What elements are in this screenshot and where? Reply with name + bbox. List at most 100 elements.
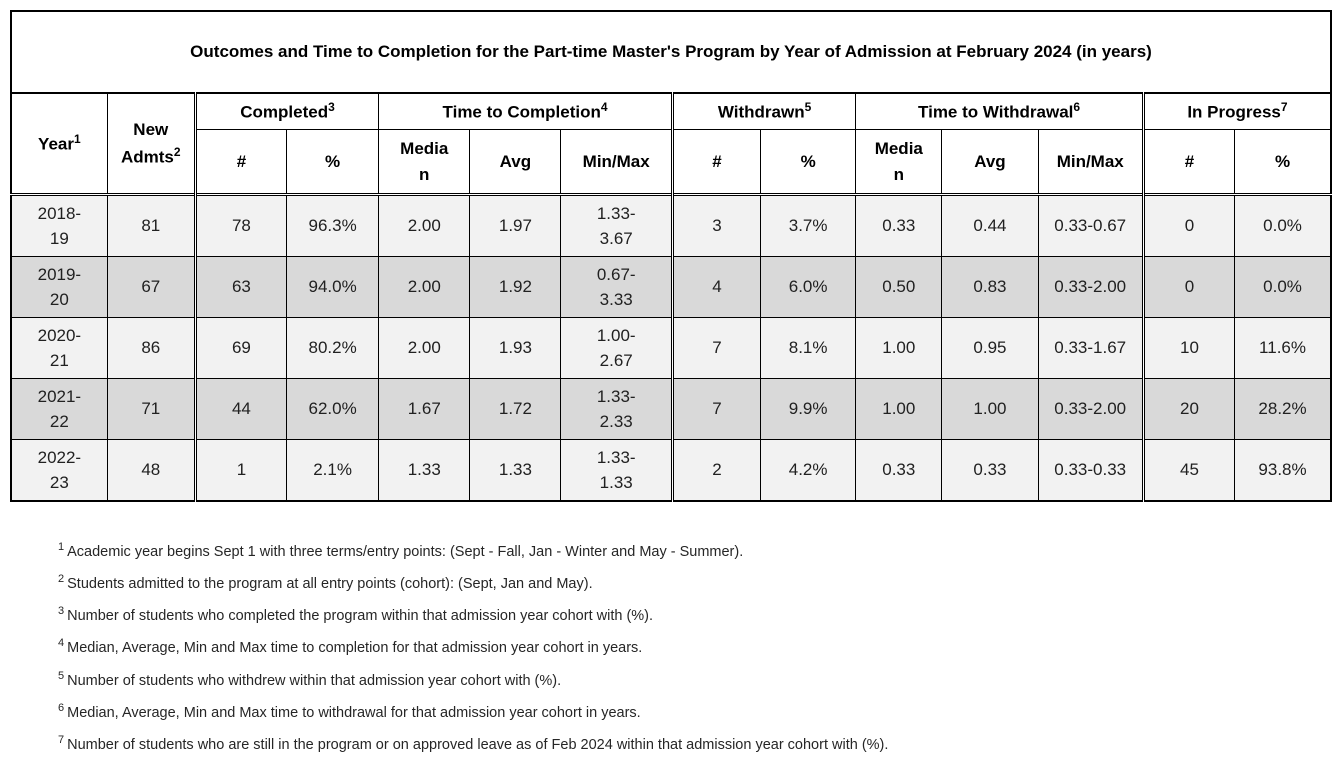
cell-withdrawal-minmax: 0.33-2.00 <box>1037 378 1144 440</box>
cell-inprogress-count: 45 <box>1141 439 1236 502</box>
cell-completed-count: 1 <box>193 439 288 502</box>
cell-completion-avg: 1.72 <box>469 378 562 440</box>
cell-withdrawal-median: 1.00 <box>855 317 943 379</box>
cell-new-admts: 86 <box>106 317 196 379</box>
cell-completion-minmax: 1.33-1.33 <box>560 439 673 502</box>
cell-inprogress-pct: 11.6% <box>1234 317 1332 379</box>
cell-completed-count: 78 <box>193 193 288 257</box>
cell-year: 2018-19 <box>10 193 108 257</box>
subheader-withdrawn-count: # <box>670 129 762 195</box>
cell-year: 2022-23 <box>10 439 108 502</box>
cell-completion-median: 2.00 <box>378 256 471 318</box>
cell-withdrawn-count: 4 <box>670 256 762 318</box>
cell-completed-pct: 94.0% <box>285 256 380 318</box>
cell-inprogress-count: 20 <box>1141 378 1236 440</box>
header-group-withdrawn: Withdrawn5 <box>670 92 857 130</box>
cell-completion-median: 1.67 <box>378 378 471 440</box>
subheader-completion-median: Median <box>378 129 471 195</box>
cell-withdrawal-median: 0.50 <box>855 256 943 318</box>
cell-year: 2021-22 <box>10 378 108 440</box>
subheader-withdrawal-minmax: Min/Max <box>1037 129 1144 195</box>
cell-completed-count: 44 <box>193 378 288 440</box>
cell-withdrawal-avg: 1.00 <box>941 378 1039 440</box>
table-row: 2021-22 71 44 62.0% 1.67 1.72 1.33-2.33 … <box>10 378 1332 440</box>
cell-withdrawal-minmax: 0.33-2.00 <box>1037 256 1144 318</box>
table-row: 2022-23 48 1 2.1% 1.33 1.33 1.33-1.33 2 … <box>10 439 1332 502</box>
cell-inprogress-count: 10 <box>1141 317 1236 379</box>
cell-withdrawn-count: 3 <box>670 193 762 257</box>
cell-withdrawn-pct: 9.9% <box>760 378 857 440</box>
cell-inprogress-pct: 28.2% <box>1234 378 1332 440</box>
cell-completed-pct: 96.3% <box>285 193 380 257</box>
table-row: 2018-19 81 78 96.3% 2.00 1.97 1.33-3.67 … <box>10 193 1332 257</box>
cell-new-admts: 71 <box>106 378 196 440</box>
cell-completion-avg: 1.97 <box>469 193 562 257</box>
cell-new-admts: 81 <box>106 193 196 257</box>
cell-withdrawal-avg: 0.95 <box>941 317 1039 379</box>
cell-withdrawn-pct: 3.7% <box>760 193 857 257</box>
cell-new-admts: 67 <box>106 256 196 318</box>
subheader-inprogress-pct: % <box>1234 129 1332 195</box>
cell-inprogress-pct: 0.0% <box>1234 193 1332 257</box>
footnote-2: 2 Students admitted to the program at all… <box>58 573 593 592</box>
cell-inprogress-pct: 0.0% <box>1234 256 1332 318</box>
cell-withdrawal-minmax: 0.33-0.67 <box>1037 193 1144 257</box>
cell-year: 2019-20 <box>10 256 108 318</box>
cell-completion-median: 2.00 <box>378 317 471 379</box>
table-row: 2020-21 86 69 80.2% 2.00 1.93 1.00-2.67 … <box>10 317 1332 379</box>
cell-withdrawal-avg: 0.44 <box>941 193 1039 257</box>
cell-completion-avg: 1.93 <box>469 317 562 379</box>
cell-completion-median: 2.00 <box>378 193 471 257</box>
cell-withdrawal-median: 0.33 <box>855 193 943 257</box>
group-header-row: Year1 New Admts2 Completed3 Time to Comp… <box>10 92 1332 195</box>
header-group-time-to-withdrawal: Time to Withdrawal6 <box>855 92 1144 130</box>
cell-completion-minmax: 1.33-2.33 <box>560 378 673 440</box>
subheader-completion-minmax: Min/Max <box>560 129 673 195</box>
footnote-4: 4 Median, Average, Min and Max time to co… <box>58 637 643 657</box>
cell-inprogress-count: 0 <box>1141 193 1236 257</box>
subheader-withdrawn-pct: % <box>760 129 857 195</box>
cell-completion-minmax: 0.67-3.33 <box>560 256 673 318</box>
cell-completion-avg: 1.92 <box>469 256 562 318</box>
subheader-withdrawal-avg: Avg <box>941 129 1039 195</box>
subheader-completion-avg: Avg <box>469 129 562 195</box>
subheader-inprogress-count: # <box>1141 129 1236 195</box>
cell-withdrawal-median: 0.33 <box>855 439 943 502</box>
cell-year: 2020-21 <box>10 317 108 379</box>
footnote-5: 5 Number of students who withdrew within … <box>58 669 562 689</box>
cell-completion-median: 1.33 <box>378 439 471 502</box>
cell-withdrawn-pct: 6.0% <box>760 256 857 318</box>
cell-withdrawn-pct: 4.2% <box>760 439 857 502</box>
subheader-completed-count: # <box>193 129 288 195</box>
footnote-7: 7 Number of students who are still in the… <box>58 733 889 753</box>
header-group-time-to-completion: Time to Completion4 <box>378 92 673 130</box>
cell-withdrawn-count: 7 <box>670 378 762 440</box>
cell-inprogress-pct: 93.8% <box>1234 439 1332 502</box>
cell-completed-pct: 80.2% <box>285 317 380 379</box>
footnotes-section: 1 Academic year begins Sept 1 with three … <box>58 540 1332 755</box>
cell-completed-count: 63 <box>193 256 288 318</box>
header-group-in-progress: In Progress7 <box>1141 92 1332 130</box>
cell-new-admts: 48 <box>106 439 196 502</box>
sub-header-row: # % Median Avg Min/Max # % Median Avg Mi… <box>11 129 1332 195</box>
header-year: Year1 <box>10 92 108 195</box>
header-new-admts: New Admts2 <box>106 92 196 195</box>
footnote-6: 6 Median, Average, Min and Max time to wi… <box>58 701 641 721</box>
cell-withdrawal-minmax: 0.33-1.67 <box>1037 317 1144 379</box>
subheader-withdrawal-median: Median <box>855 129 943 195</box>
cell-withdrawn-count: 7 <box>670 317 762 379</box>
header-group-completed: Completed3 <box>193 92 380 130</box>
cell-withdrawal-avg: 0.83 <box>941 256 1039 318</box>
cell-completion-minmax: 1.00-2.67 <box>560 317 673 379</box>
table-row: 2019-20 67 63 94.0% 2.00 1.92 0.67-3.33 … <box>10 256 1332 318</box>
cell-completion-minmax: 1.33-3.67 <box>560 193 673 257</box>
footnote-3: 3 Number of students who completed the pr… <box>58 605 654 625</box>
cell-withdrawal-median: 1.00 <box>855 378 943 440</box>
cell-inprogress-count: 0 <box>1141 256 1236 318</box>
cell-withdrawal-minmax: 0.33-0.33 <box>1037 439 1144 502</box>
cell-completed-count: 69 <box>193 317 288 379</box>
cell-completed-pct: 62.0% <box>285 378 380 440</box>
table-title: Outcomes and Time to Completion for the … <box>10 10 1332 94</box>
cell-withdrawn-pct: 8.1% <box>760 317 857 379</box>
